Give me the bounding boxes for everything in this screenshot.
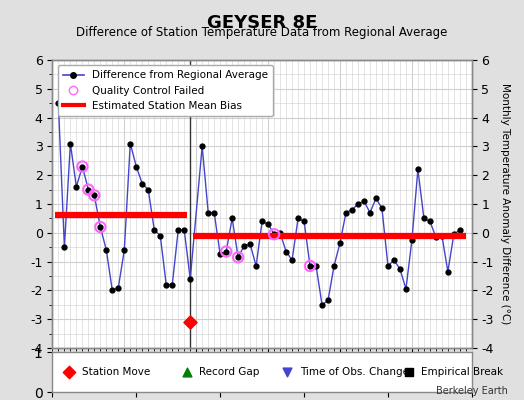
Point bbox=[283, 369, 291, 375]
Point bbox=[306, 263, 314, 269]
Point bbox=[84, 186, 93, 193]
Y-axis label: Monthly Temperature Anomaly Difference (°C): Monthly Temperature Anomaly Difference (… bbox=[500, 83, 510, 325]
Text: Time of Obs. Change: Time of Obs. Change bbox=[300, 367, 409, 377]
Point bbox=[405, 369, 413, 375]
Point bbox=[65, 369, 73, 375]
Text: Record Gap: Record Gap bbox=[199, 367, 259, 377]
Point bbox=[96, 224, 105, 230]
Point bbox=[186, 319, 194, 325]
Text: Station Move: Station Move bbox=[82, 367, 150, 377]
Point bbox=[78, 163, 86, 170]
Text: GEYSER 8E: GEYSER 8E bbox=[207, 14, 317, 32]
Point bbox=[182, 369, 191, 375]
Point bbox=[222, 248, 231, 255]
Point bbox=[234, 254, 242, 260]
Point bbox=[90, 192, 99, 198]
Text: Difference of Station Temperature Data from Regional Average: Difference of Station Temperature Data f… bbox=[77, 26, 447, 39]
Legend: Difference from Regional Average, Quality Control Failed, Estimated Station Mean: Difference from Regional Average, Qualit… bbox=[58, 65, 273, 116]
Point bbox=[270, 231, 278, 238]
Text: Empirical Break: Empirical Break bbox=[421, 367, 504, 377]
Text: Berkeley Earth: Berkeley Earth bbox=[436, 386, 508, 396]
